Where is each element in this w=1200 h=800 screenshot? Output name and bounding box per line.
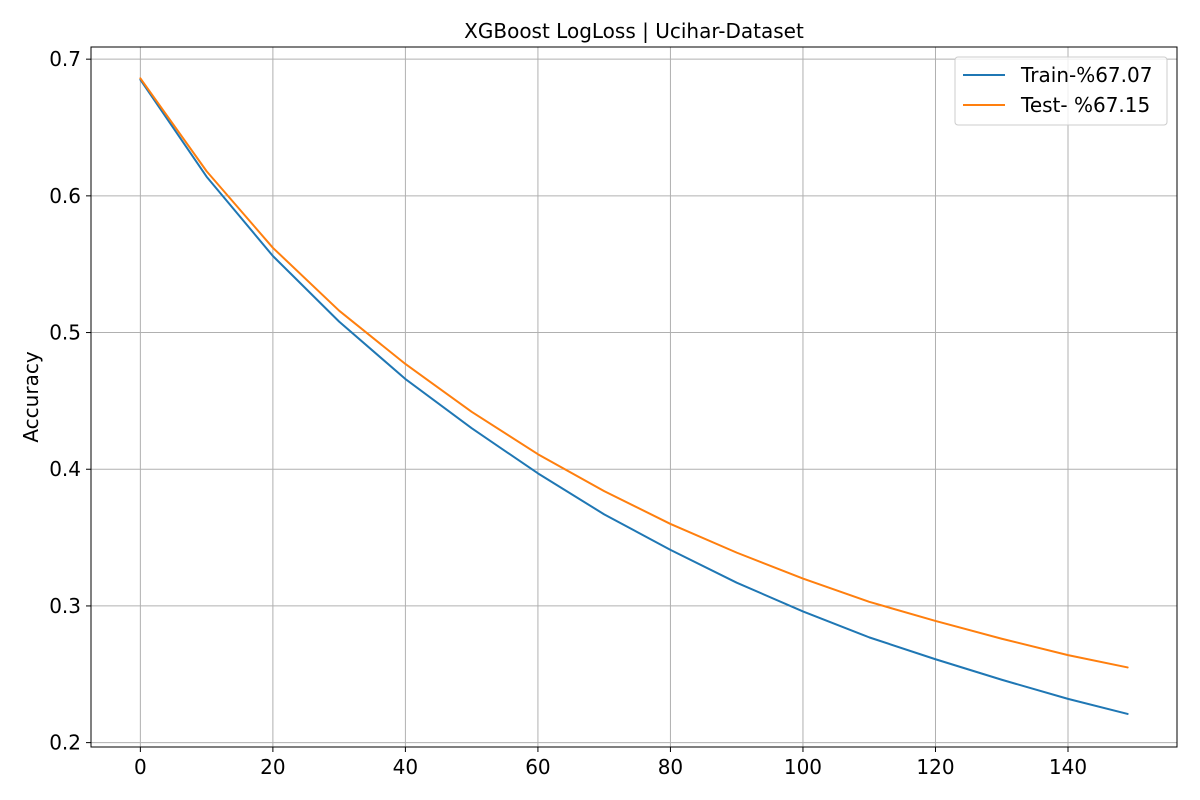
y-tick-label: 0.6 xyxy=(49,184,81,208)
y-tick-label: 0.2 xyxy=(49,731,81,755)
legend-label: Train-%67.07 xyxy=(1020,63,1152,87)
legend-box xyxy=(954,56,1168,126)
x-tick-label: 80 xyxy=(658,755,683,779)
x-tick-label: 40 xyxy=(393,755,418,779)
plot-frame xyxy=(90,46,1178,748)
x-tick-label: 140 xyxy=(1049,755,1087,779)
series-lines xyxy=(139,77,1129,715)
chart-title: XGBoost LogLoss | Ucihar-Dataset xyxy=(464,19,804,43)
series-line-test xyxy=(139,77,1129,669)
x-tick-label: 100 xyxy=(784,755,822,779)
x-tick-label: 0 xyxy=(134,755,147,779)
y-tick-label: 0.3 xyxy=(49,594,81,618)
series-line-train xyxy=(139,78,1129,715)
legend-label: Test- %67.15 xyxy=(1020,93,1150,117)
legend: Train-%67.07 Test- %67.15 xyxy=(954,56,1168,126)
x-tick-label: 60 xyxy=(525,755,550,779)
axis-ticks: 0 20 40 60 80 100 120 140 0.2 0.3 0.4 0.5 0.6 0.7 xyxy=(49,47,1087,779)
y-axis-label: Accuracy xyxy=(19,351,43,442)
y-tick-label: 0.7 xyxy=(49,47,81,71)
x-tick-label: 120 xyxy=(916,755,954,779)
x-tick-label: 20 xyxy=(260,755,285,779)
y-tick-label: 0.5 xyxy=(49,321,81,345)
y-tick-label: 0.4 xyxy=(49,457,81,481)
